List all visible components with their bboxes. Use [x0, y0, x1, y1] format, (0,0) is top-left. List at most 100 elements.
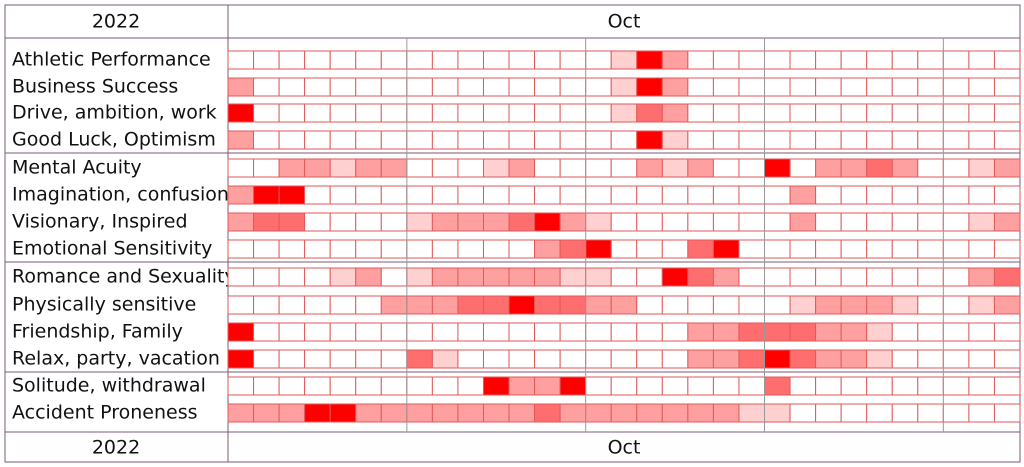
row-label: Romance and Sexuality	[12, 266, 236, 288]
heat-cell	[431, 239, 459, 259]
heat-cell	[993, 130, 1021, 150]
heat-cell	[789, 212, 817, 232]
heat-cell	[329, 77, 357, 97]
heat-cell	[559, 239, 587, 259]
heat-cell	[815, 376, 842, 396]
heat-cell	[687, 349, 714, 369]
heat-cell	[891, 158, 919, 178]
heat-cell	[968, 103, 995, 123]
heat-cell	[917, 376, 944, 396]
heat-cell	[304, 267, 331, 287]
heat-cell	[278, 267, 306, 287]
heat-cell	[278, 322, 306, 342]
heat-cell	[840, 130, 868, 150]
heat-cell	[866, 239, 893, 259]
heat-cell	[636, 185, 663, 205]
heat-cell	[227, 295, 255, 315]
heat-cell	[559, 295, 587, 315]
heat-cell	[917, 77, 944, 97]
heat-cell	[431, 185, 459, 205]
heat-cell	[993, 349, 1021, 369]
heat-cell	[993, 267, 1021, 287]
heat-cell	[355, 267, 382, 287]
heat-cell	[636, 349, 663, 369]
heat-cell	[968, 322, 995, 342]
heat-cell	[559, 349, 587, 369]
heat-cell	[329, 267, 357, 287]
footer-month: Oct	[608, 437, 641, 459]
heat-cell	[304, 212, 331, 232]
heat-cell	[687, 50, 714, 70]
heat-cell	[712, 103, 740, 123]
heat-cell	[508, 239, 536, 259]
heat-cell	[917, 103, 944, 123]
heat-cell	[891, 103, 919, 123]
heat-cell	[380, 267, 408, 287]
heat-cell	[406, 77, 433, 97]
heat-cell	[840, 50, 868, 70]
heat-cell	[227, 50, 255, 70]
heat-cell	[661, 403, 689, 423]
heat-cell	[993, 103, 1021, 123]
heat-cell	[712, 403, 740, 423]
heat-cell	[304, 130, 331, 150]
heat-cell	[278, 403, 306, 423]
heat-cell	[329, 322, 357, 342]
heat-cell	[891, 376, 919, 396]
heat-cell	[457, 212, 484, 232]
heat-cell	[585, 376, 612, 396]
heat-cell	[304, 158, 331, 178]
heat-cell	[534, 403, 561, 423]
heat-cell	[636, 50, 663, 70]
heat-cell	[355, 295, 382, 315]
heat-cell	[380, 239, 408, 259]
heat-cell	[534, 77, 561, 97]
heat-cell	[610, 130, 638, 150]
heat-cell	[815, 158, 842, 178]
heat-cell	[406, 50, 433, 70]
heat-cell	[585, 267, 612, 287]
heat-cell	[661, 212, 689, 232]
heat-cell	[406, 130, 433, 150]
heat-cell	[687, 212, 714, 232]
heat-cell	[968, 295, 995, 315]
heat-cell	[942, 130, 970, 150]
heat-cell	[840, 376, 868, 396]
heat-cell	[815, 185, 842, 205]
heat-cell	[687, 376, 714, 396]
heat-cell	[508, 158, 536, 178]
heat-cell	[789, 239, 817, 259]
heat-cell	[687, 103, 714, 123]
heat-cell	[712, 239, 740, 259]
heat-cell	[278, 158, 306, 178]
heat-cell	[738, 130, 766, 150]
heat-cell	[431, 322, 459, 342]
heat-cell	[355, 376, 382, 396]
heat-cell	[661, 267, 689, 287]
heat-cell	[227, 212, 255, 232]
heat-cell	[406, 376, 433, 396]
heat-cell	[636, 158, 663, 178]
heat-cell	[738, 158, 766, 178]
heat-cell	[457, 103, 484, 123]
heat-cell	[968, 158, 995, 178]
heat-cell	[866, 267, 893, 287]
heat-cell	[866, 185, 893, 205]
heat-cell	[764, 403, 791, 423]
heat-cell	[431, 376, 459, 396]
heat-cell	[559, 77, 587, 97]
heat-cell	[610, 158, 638, 178]
heat-cell	[431, 403, 459, 423]
row-label: Visionary, Inspired	[12, 211, 188, 233]
heat-cell	[304, 239, 331, 259]
heat-cell	[278, 295, 306, 315]
heat-cell	[329, 158, 357, 178]
heat-cell	[610, 50, 638, 70]
heat-cell	[840, 239, 868, 259]
heat-cell	[559, 50, 587, 70]
heat-cell	[329, 185, 357, 205]
heat-cell	[457, 239, 484, 259]
heat-cell	[636, 212, 663, 232]
heat-cell	[891, 322, 919, 342]
heat-cell	[227, 185, 255, 205]
